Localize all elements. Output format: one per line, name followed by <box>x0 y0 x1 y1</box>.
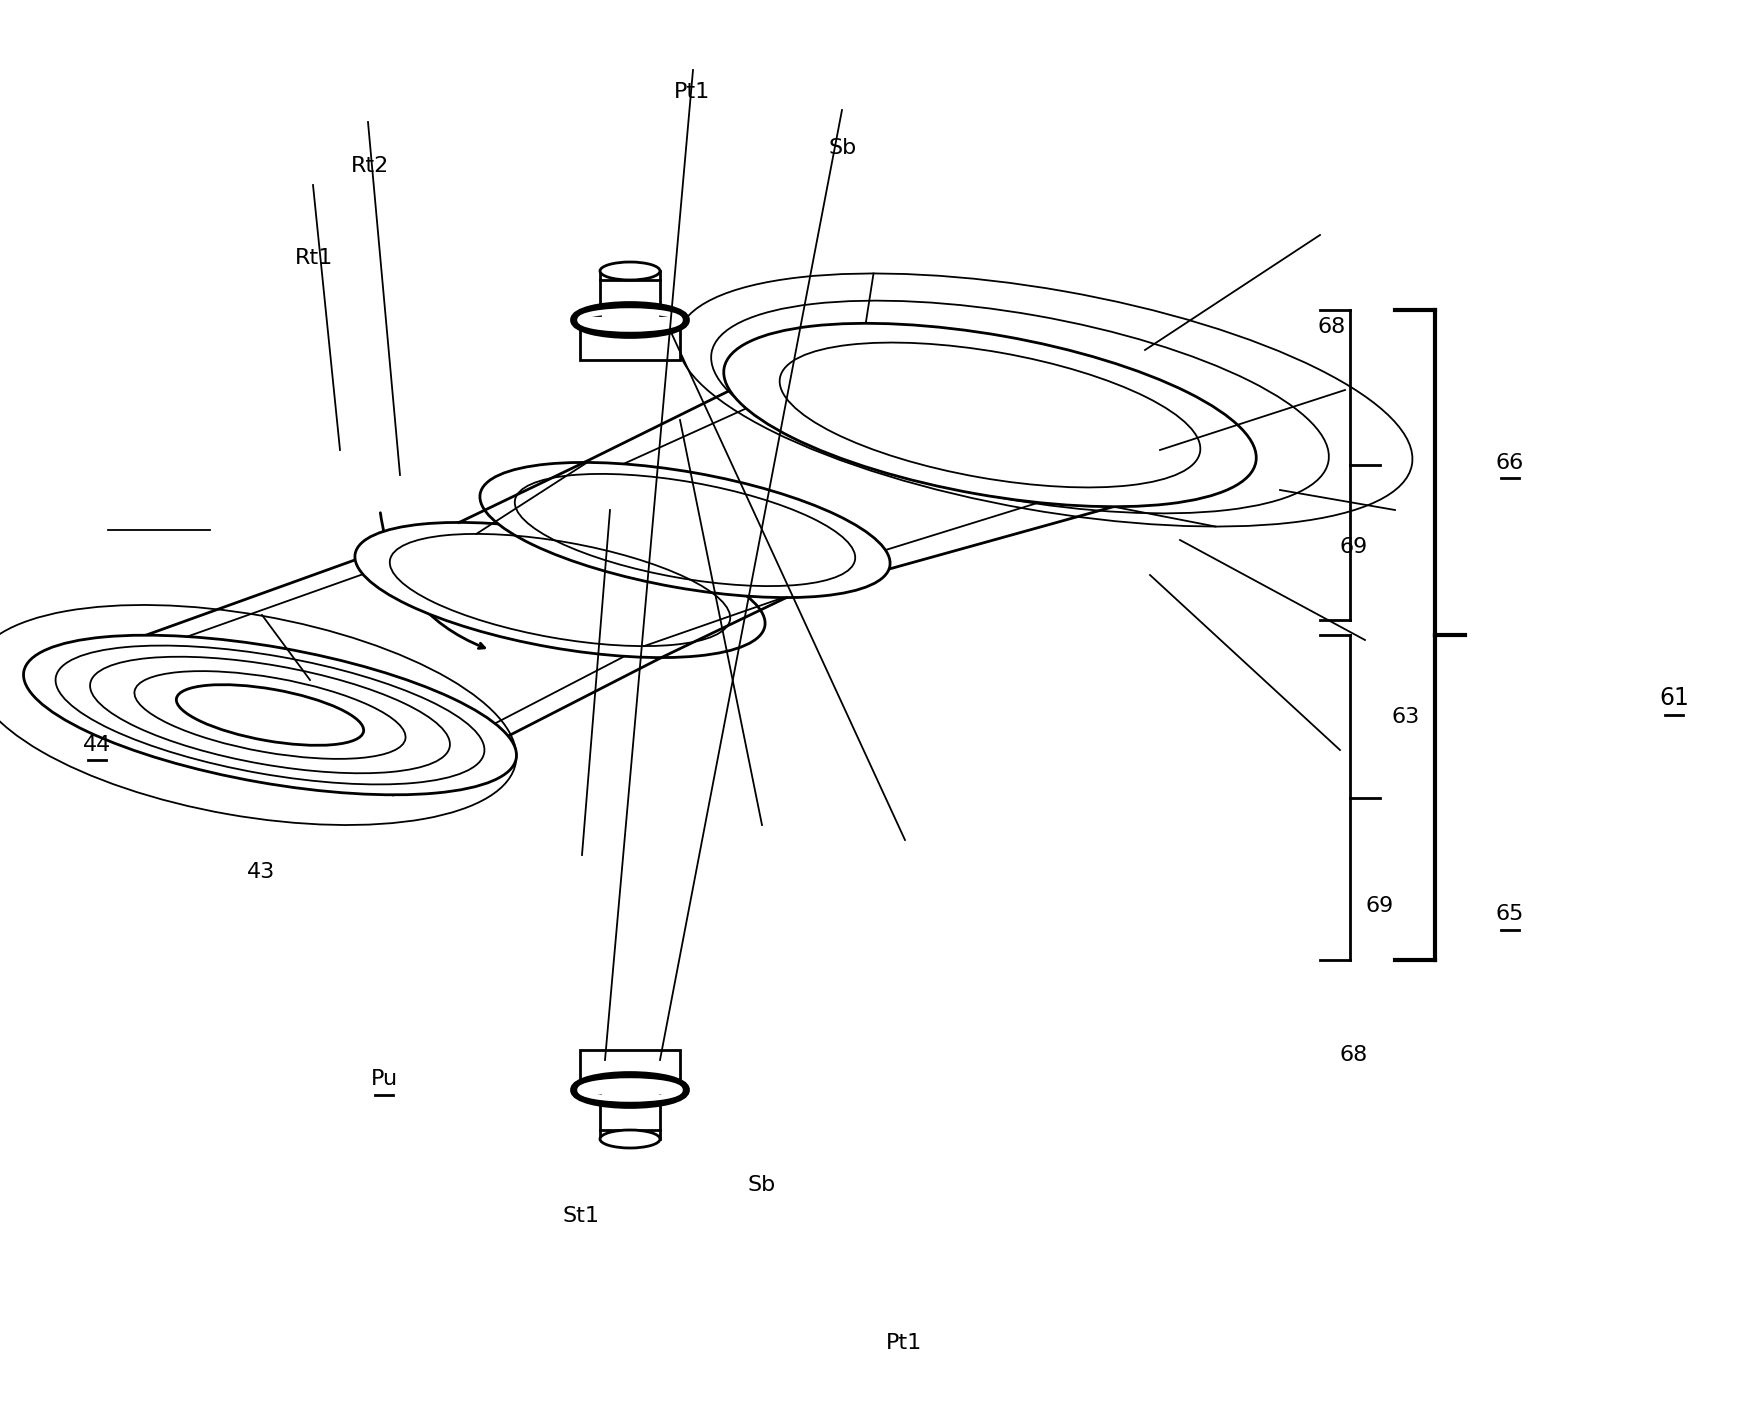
Text: 43: 43 <box>247 862 275 882</box>
Text: 66: 66 <box>1496 453 1524 473</box>
Text: Rt2: Rt2 <box>351 157 389 176</box>
Text: 69: 69 <box>1339 538 1367 557</box>
Text: 61: 61 <box>1660 686 1688 711</box>
Text: 68: 68 <box>1339 1046 1367 1065</box>
Text: Rt1: Rt1 <box>294 248 333 268</box>
Text: St1: St1 <box>564 1206 599 1226</box>
Polygon shape <box>580 279 680 360</box>
Text: 63: 63 <box>1392 707 1420 727</box>
Text: Pt1: Pt1 <box>886 1333 922 1353</box>
Ellipse shape <box>479 463 890 598</box>
Text: 65: 65 <box>1496 904 1524 924</box>
Text: Pu: Pu <box>370 1070 398 1089</box>
Ellipse shape <box>176 684 363 745</box>
Ellipse shape <box>601 1130 661 1149</box>
Text: Sb: Sb <box>828 138 856 158</box>
Ellipse shape <box>23 635 516 794</box>
Text: Pt1: Pt1 <box>675 82 710 102</box>
Ellipse shape <box>724 323 1256 507</box>
Text: 69: 69 <box>1366 896 1394 916</box>
Ellipse shape <box>601 262 661 279</box>
Text: 68: 68 <box>1318 317 1346 337</box>
Ellipse shape <box>354 522 765 658</box>
Text: 44: 44 <box>83 735 111 755</box>
Text: Sb: Sb <box>747 1175 775 1195</box>
Polygon shape <box>580 1050 680 1130</box>
